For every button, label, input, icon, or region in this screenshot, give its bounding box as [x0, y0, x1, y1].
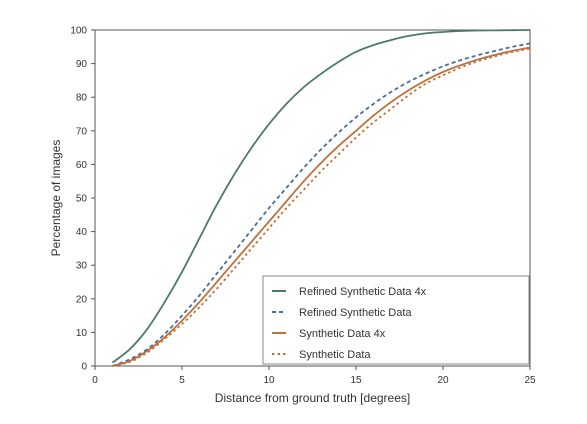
legend: Refined Synthetic Data 4x Refined Synthet…	[262, 275, 530, 365]
series-line-2	[112, 42, 531, 367]
legend-label: Synthetic Data	[299, 349, 371, 361]
y-tick-label: 20	[76, 294, 88, 305]
y-tick-label: 40	[76, 227, 88, 238]
y-tick-label: 90	[76, 59, 88, 70]
x-tick-label: 10	[263, 375, 275, 386]
y-axis-title: Percentage of images	[49, 140, 63, 257]
legend-label: Refined Synthetic Data	[299, 307, 412, 319]
y-tick-label: 50	[76, 194, 88, 205]
series-line-4	[112, 47, 531, 367]
y-tick-label: 100	[70, 26, 87, 37]
y-tick-label: 80	[76, 93, 88, 104]
legend-label: Synthetic Data 4x	[299, 328, 386, 340]
legend-label: Refined Synthetic Data 4x	[299, 286, 427, 298]
legend-box	[262, 275, 530, 365]
y-tick-label: 10	[76, 328, 88, 339]
x-tick-label: 15	[350, 375, 362, 386]
y-tick-label: 70	[76, 126, 88, 137]
y-axis: 0 10 20 30 40 50 60 70 80 90 100	[70, 26, 95, 373]
x-tick-label: 0	[92, 375, 98, 386]
series-layer	[111, 29, 531, 367]
y-tick-label: 30	[76, 261, 88, 272]
y-tick-label: 0	[81, 362, 87, 373]
y-tick-label: 60	[76, 160, 88, 171]
x-axis-title: Distance from ground truth [degrees]	[215, 391, 410, 405]
series-line-3	[112, 46, 531, 367]
x-tick-label: 5	[179, 375, 185, 386]
x-axis: 0 5 10 15 20 25	[92, 366, 536, 386]
x-tick-label: 25	[524, 375, 536, 386]
x-tick-label: 20	[437, 375, 449, 386]
series-line-1	[111, 29, 531, 364]
